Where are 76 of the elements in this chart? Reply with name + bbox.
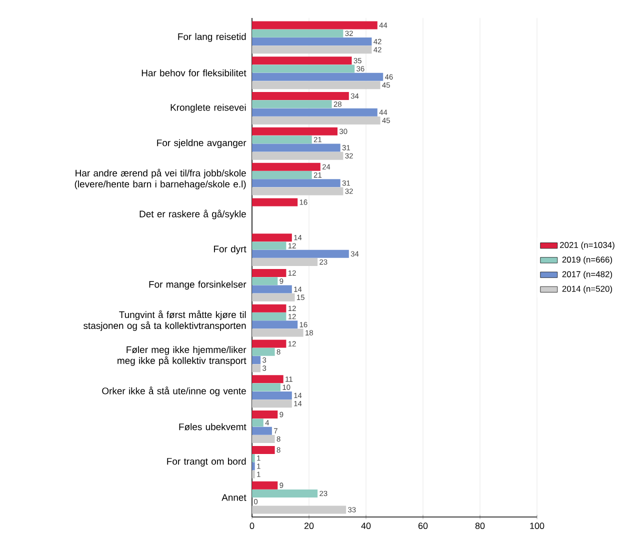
bar [252, 391, 292, 400]
bar [252, 356, 261, 364]
bar [252, 364, 261, 372]
bar [252, 234, 292, 242]
bar [252, 198, 298, 206]
bar [252, 470, 255, 478]
bar [252, 144, 340, 152]
bar [252, 250, 349, 258]
bar [252, 268, 286, 277]
bar [252, 100, 332, 108]
bar [252, 72, 384, 81]
y-tick-label: Orker ikke å stå ute/inne og vente [102, 386, 246, 396]
y-tick-label: Har behov for fleksibilitet [142, 69, 246, 76]
bar [252, 162, 320, 171]
bar [252, 481, 278, 490]
bar [252, 312, 286, 321]
bar [252, 285, 292, 294]
bar [252, 116, 380, 124]
bar [252, 46, 372, 54]
bar [252, 108, 378, 116]
legend-label: 2019 (n=666) [562, 256, 612, 264]
bar [252, 56, 352, 65]
bar [252, 29, 344, 38]
x-tick-label: 0 [250, 522, 254, 530]
bar [252, 426, 272, 435]
bar [252, 304, 286, 312]
bar [252, 454, 255, 462]
bar [252, 489, 318, 498]
y-tick-label: For dyrt [214, 245, 246, 254]
bar [252, 38, 372, 46]
bar [252, 21, 378, 30]
bar [252, 462, 255, 470]
x-tick-label: 40 [361, 522, 371, 530]
bar [252, 92, 349, 100]
bar [252, 434, 275, 443]
bar [252, 446, 275, 454]
y-tick-label: Kronglete reisevei [170, 104, 246, 113]
y-tick-label: Tungvint å først måtte kjøre til stasjonen og så ta kollektivtransporten [84, 310, 246, 331]
y-tick-label: Det er raskere å gå/sykle [140, 210, 246, 220]
bar [252, 277, 278, 286]
bar [252, 375, 284, 384]
bar [252, 320, 298, 329]
bar [252, 187, 344, 196]
bar [252, 418, 264, 427]
bar [252, 242, 286, 250]
bar [252, 81, 380, 90]
bar [252, 340, 286, 348]
legend-label: 2017 (n=482) [562, 270, 612, 279]
x-tick-label: 20 [304, 522, 314, 530]
x-tick-label: 80 [475, 522, 485, 530]
bar [252, 179, 340, 188]
bar [252, 410, 278, 419]
y-tick-label: For mange forsinkelser [149, 280, 246, 290]
bar [252, 152, 344, 160]
bar [252, 127, 338, 136]
legend-label: 2021 (n=1034) [560, 242, 614, 250]
bar [252, 258, 318, 266]
y-tick-label: For trangt om bord [167, 458, 246, 467]
y-tick-label: For lang reisetid [178, 33, 246, 42]
y-tick-label: For sjeldne avganger [157, 139, 246, 148]
legend-label: 2014 (n=520) [562, 286, 612, 294]
bar [252, 328, 304, 337]
x-tick-label: 60 [418, 522, 428, 530]
bar [252, 64, 355, 73]
bar [252, 383, 280, 392]
y-tick-label: Har andre ærend på vei til/fra jobb/skole (levere/hente barn i barnehage/skole e.l) [74, 168, 246, 190]
x-tick-label: 100 [530, 522, 544, 530]
y-tick-label: Annet [222, 494, 246, 501]
bar [252, 136, 312, 144]
bar [252, 348, 275, 356]
y-tick-label: Føler meg ikke hjemme/liker meg ikke på kollektiv transport [118, 346, 246, 366]
bar [252, 400, 292, 408]
bar [252, 293, 295, 302]
bar [252, 170, 312, 179]
y-tick-label: Føles ubekvemt [179, 423, 246, 430]
bar [252, 506, 346, 514]
